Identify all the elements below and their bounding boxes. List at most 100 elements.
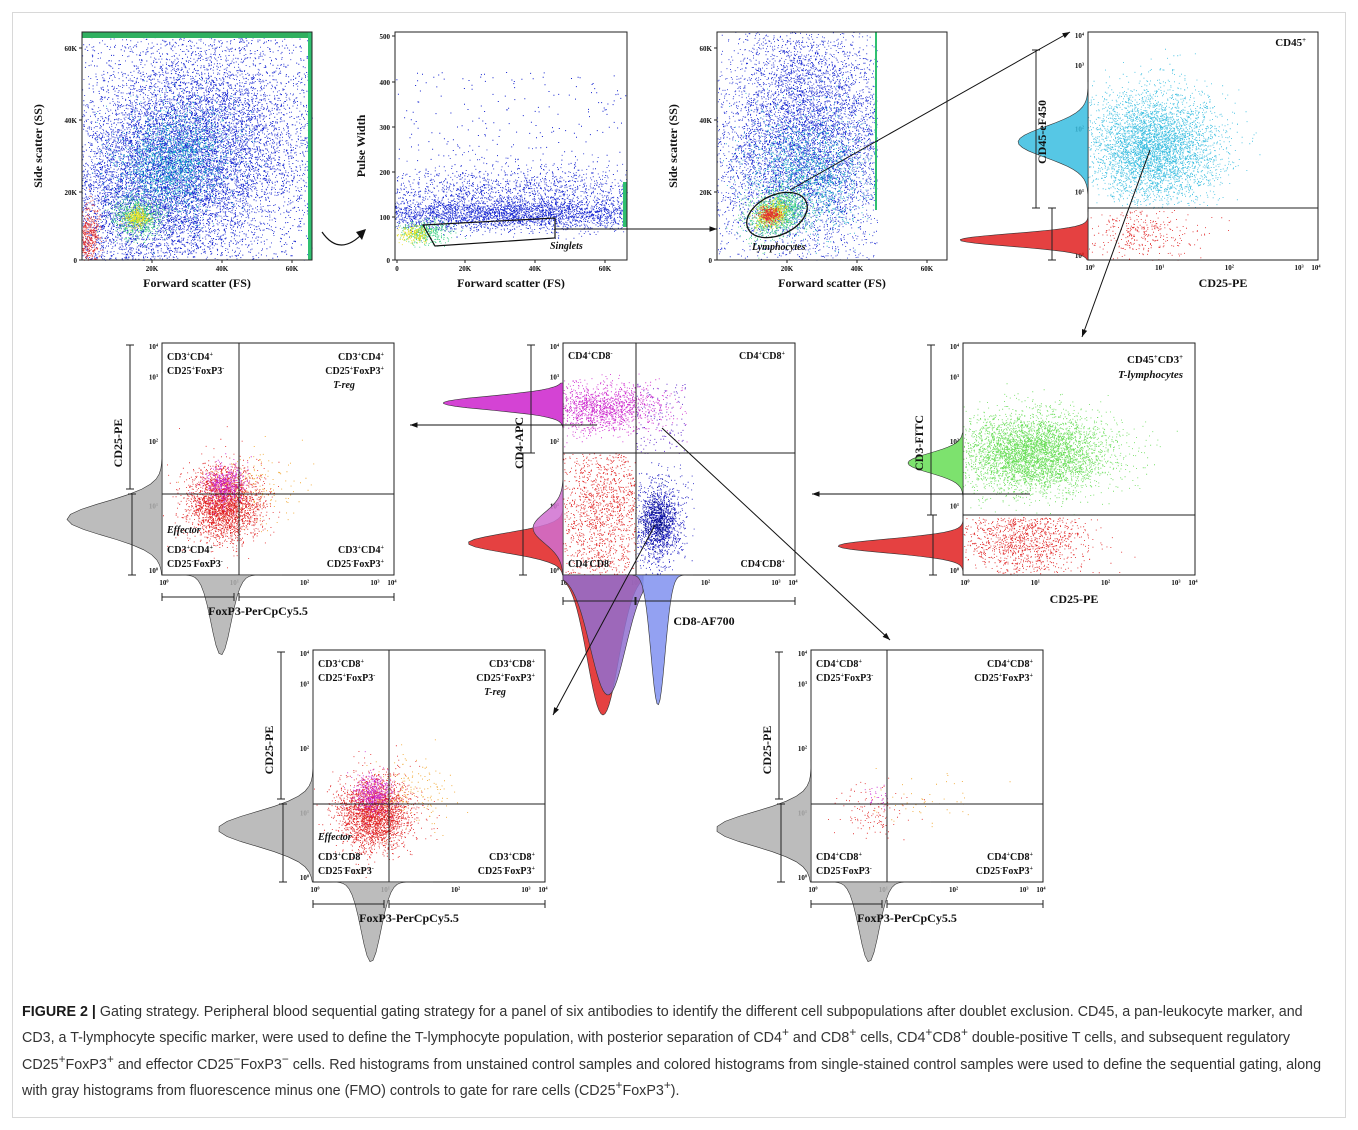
data-points [395,188,628,242]
histogram [959,212,1089,261]
x-tick-label: 100 [310,885,319,894]
quadrant-label: CD4+CD8+ [739,350,785,362]
y-tick-label: 0 [74,257,78,265]
data-points [828,777,925,841]
data-points [963,517,1136,576]
x-tick-label: 103 [1019,885,1029,894]
quadrant-label: CD4+CD8+ [816,658,862,670]
x-tick-label: 20K [781,265,794,273]
data-points [563,373,688,448]
arrow-head [356,229,366,240]
gate-bracket [810,900,883,908]
histogram [532,463,564,576]
figure-caption: FIGURE 2 | Gating strategy. Peripheral b… [22,1002,1338,1101]
histogram [443,382,564,438]
gate-bracket [279,803,287,883]
x-tick-label: 104 [1188,578,1198,587]
y-tick-label: 200 [380,169,391,177]
x-axis-label: FoxP3-PerCpCy5.5 [857,911,957,925]
gate-bracket [519,452,527,576]
histogram [811,881,931,962]
chart-cd45: 100100101101102102103103104104CD45+CD25-… [959,31,1321,290]
x-tick-label: 104 [387,578,397,587]
y-tick-label: 20K [700,189,713,197]
plot-frame [394,31,628,261]
y-axis-label: CD4-APC [512,417,526,469]
arrow-head [1062,32,1070,39]
data-points [396,72,628,201]
y-tick-label: 103 [798,680,808,689]
quadrant-label: CD25+FoxP3- [318,672,375,684]
histogram [907,432,964,513]
data-points [163,426,281,569]
arrow-head [709,226,717,232]
x-tick-label: 102 [451,885,460,894]
y-axis-label: CD25-PE [262,726,276,775]
y-tick-label: 101 [950,502,959,511]
x-tick-label: 40K [851,265,864,273]
singlets-gate [421,217,556,247]
quadrant-label: CD25-FoxP3- [816,865,872,877]
x-tick-label: 103 [1295,263,1305,272]
data-points [1089,210,1230,261]
quadrant-label: CD25+FoxP3+ [476,672,535,684]
y-tick-label: 100 [798,873,807,882]
quadrant-label: CD25+FoxP3+ [325,365,384,377]
quadrant-label: CD4-CD8+ [741,558,786,570]
quadrant-label: CD3+CD8- [318,851,363,863]
y-tick-label: 100 [950,566,959,575]
quadrant-sublabel: Effector [317,832,352,843]
gate-bracket [128,493,136,576]
x-tick-label: 100 [960,578,969,587]
arrow-head [812,491,820,497]
gate-bracket [238,593,395,601]
gating-arrow-cd45 [1081,149,1151,338]
y-tick-label: 104 [149,342,159,351]
quadrant-label: CD25-FoxP3+ [976,865,1034,877]
data-points [118,203,154,233]
x-tick-label: 102 [949,885,958,894]
y-axis-label: CD3-FITC [912,415,926,471]
data-points [82,32,313,261]
data-points [563,453,637,576]
y-tick-label: 102 [550,437,559,446]
gate-bracket [635,597,796,605]
y-tick-label: 102 [798,744,807,753]
quadrant-label: CD45+ [1275,37,1306,49]
y-tick-label: 500 [380,33,391,41]
gate-label: Lymphocytes [751,242,806,253]
x-tick-label: 102 [1225,263,1234,272]
quadrant-label: CD3+CD8+ [489,851,535,863]
quadrant-label: CD3+CD8+ [489,658,535,670]
quadrant-label: CD25-FoxP3- [318,865,374,877]
x-axis-label: Forward scatter (FS) [778,276,886,290]
data-points [189,453,258,515]
data-points [82,188,107,261]
chart-fs-ss-1: 20K 40K 60K 0 20K 40K 60K Forward scatter (FS) S… [31,31,313,290]
y-tick-label: 100 [149,566,158,575]
x-tick-label: 104 [1311,263,1321,272]
quadrant-label: CD4+CD8+ [816,851,862,863]
data-points [638,479,682,555]
y-tick-label: 100 [550,566,559,575]
x-tick-label: 20K [146,265,159,273]
data-points [869,768,1011,830]
figure-label: FIGURE 2 | [22,1004,96,1020]
saturation-band [308,32,312,260]
x-tick-label: 103 [1171,578,1181,587]
gate-bracket [775,651,783,800]
y-tick-label: 100 [300,873,309,882]
data-points [396,224,433,246]
x-tick-label: 60K [286,265,299,273]
arrow-head [553,707,559,715]
x-tick-label: 60K [599,265,612,273]
gate-bracket [388,900,546,908]
y-tick-label: 0 [387,257,391,265]
y-axis-label: CD25-PE [760,726,774,775]
data-points [726,174,830,259]
y-tick-label: 104 [950,342,960,351]
y-tick-label: 103 [950,373,960,382]
x-tick-label: 60K [921,265,934,273]
saturation-band [875,32,877,210]
plot-frame [716,31,948,261]
